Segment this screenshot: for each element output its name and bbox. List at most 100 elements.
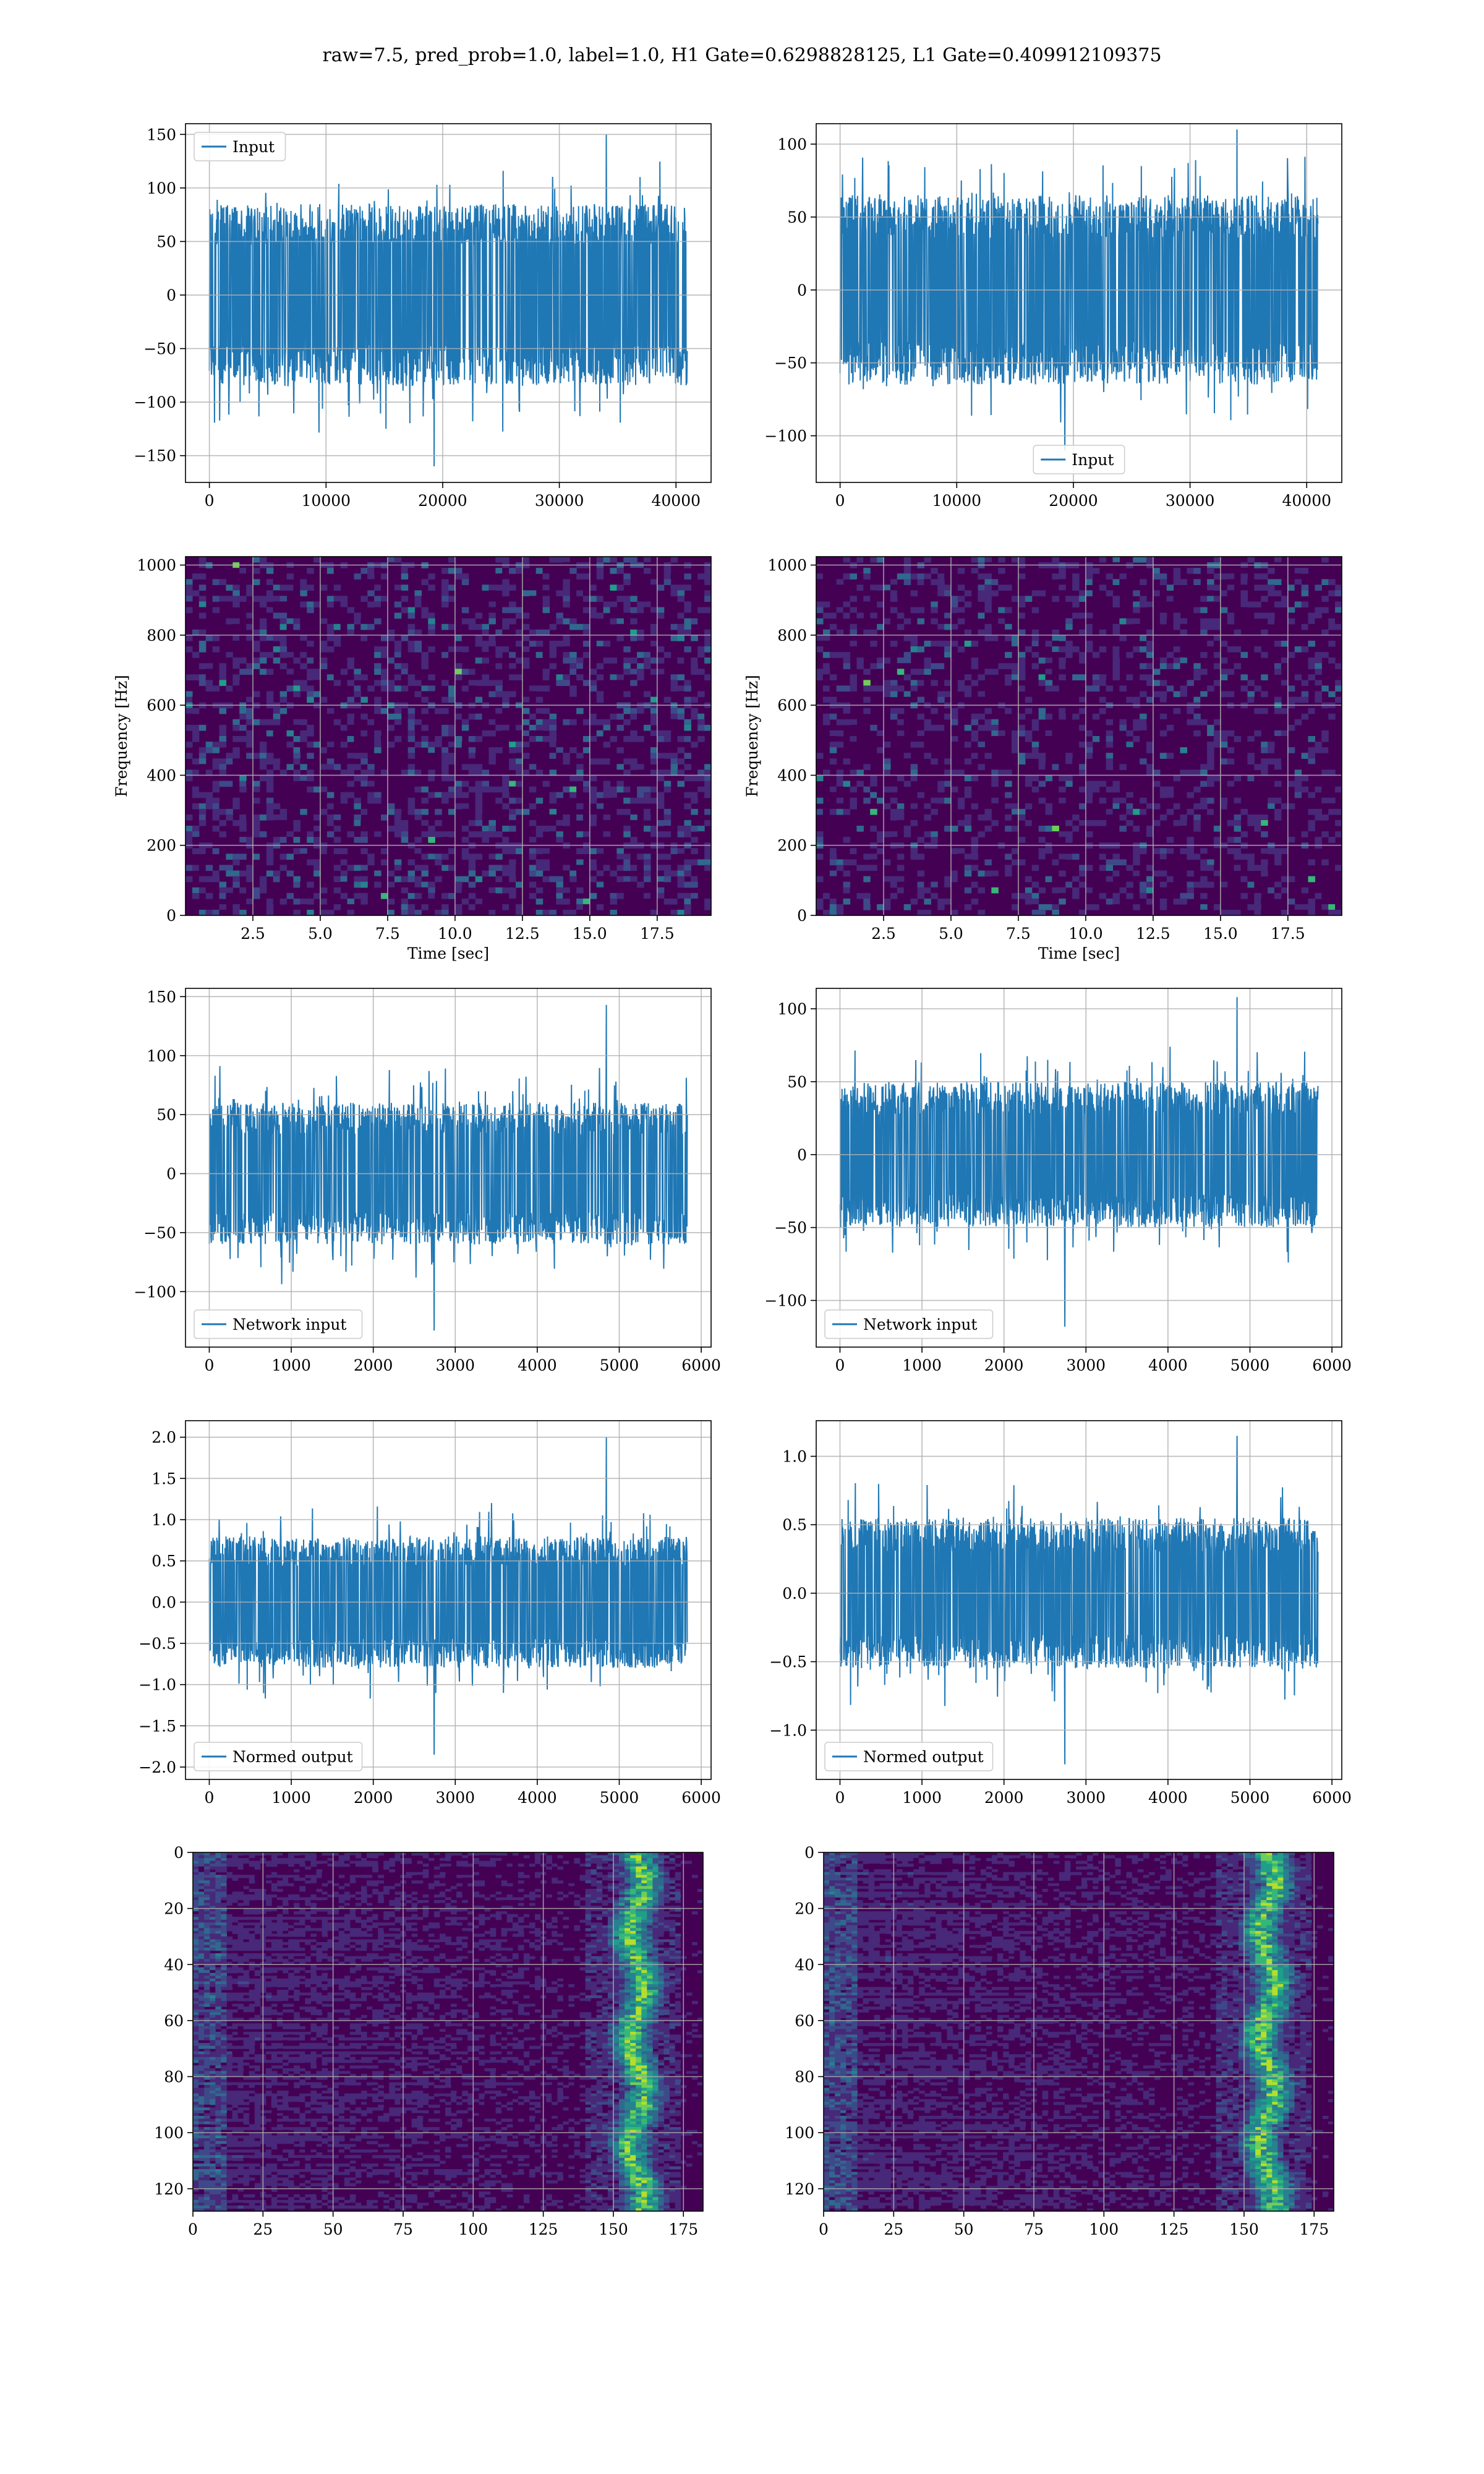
l1_feature_map-xtick-label: 50 <box>954 2220 974 2238</box>
l1_feature_map-plot-area <box>824 1852 1334 2211</box>
h1_network_input-xtick-label: 3000 <box>435 1356 475 1374</box>
l1_normed_output-series-line <box>839 1436 1319 1765</box>
l1_feature_map-ytick-label: 60 <box>795 2012 814 2030</box>
h1_spectrogram-plot-area <box>186 557 711 915</box>
h1_feature_map-xtick-label: 100 <box>458 2220 488 2238</box>
h1_spectrogram-xtick-label: 5.0 <box>308 925 333 943</box>
l1_spectrogram-xtick-label: 15.0 <box>1203 925 1238 943</box>
l1_feature_map-xtick-label: 75 <box>1024 2220 1044 2238</box>
h1_normed_output-ytick-label: 0.0 <box>151 1593 176 1611</box>
l1_input-xtick-label: 20000 <box>1049 492 1098 510</box>
h1_feature_map-xtick-label: 125 <box>529 2220 558 2238</box>
h1_network_input-legend: Network input <box>194 1309 363 1339</box>
h1_network_input-ytick-label: 100 <box>147 1047 176 1065</box>
l1_spectrogram-ytick-label: 200 <box>777 837 807 855</box>
l1_spectrogram-ytick-label: 600 <box>777 696 807 714</box>
l1_spectrogram-axes: 2.5 5.0 7.5 10.0 12.5 15.0 17.5 0 200 400 600 800 10… <box>743 556 1342 962</box>
h1_input-grid <box>186 124 711 482</box>
h1_feature_map-xtick-label: 175 <box>668 2220 698 2238</box>
h1_normed_output-xtick-label: 4000 <box>518 1789 557 1807</box>
h1_input-xtick-label: 40000 <box>651 492 701 510</box>
l1_normed_output-xtick-label: 5000 <box>1230 1789 1270 1807</box>
l1_spectrogram-ytick-label: 400 <box>777 766 807 784</box>
h1_network_input-ytick-label: 150 <box>147 988 176 1006</box>
l1_normed_output-legend-label: Normed output <box>863 1748 984 1766</box>
h1_spectrogram-frame <box>185 556 712 916</box>
h1_network_input-xtick-label: 5000 <box>600 1356 639 1374</box>
h1_spectrogram-xtick-label: 2.5 <box>241 925 265 943</box>
l1_network_input-legend-label: Network input <box>863 1316 977 1333</box>
l1_normed_output-ytick-label: −0.5 <box>769 1653 807 1671</box>
l1_network_input-plot-area <box>839 997 1319 1327</box>
h1_input-xtick-label: 0 <box>205 492 215 510</box>
l1_spectrogram-grid <box>816 557 1342 916</box>
h1_normed_output-xtick-label: 5000 <box>600 1789 639 1807</box>
l1_input-grid <box>816 124 1342 482</box>
h1_normed_output-ytick-label: 0.5 <box>151 1552 176 1570</box>
l1_feature_map-xtick-label: 175 <box>1299 2220 1329 2238</box>
h1_input-xtick-label: 30000 <box>535 492 584 510</box>
l1_input-xtick-label: 40000 <box>1282 492 1331 510</box>
h1_feature_map-ytick-label: 80 <box>164 2068 184 2086</box>
l1_feature_map-axes: 0 25 50 75 100 125 150 175 0 20 40 60 80 100 120 <box>785 1844 1334 2238</box>
h1_feature_map-xtick-label: 150 <box>599 2220 628 2238</box>
h1_input-series-line <box>208 134 688 467</box>
h1_normed_output-ytick-label: −0.5 <box>139 1635 176 1653</box>
h1_network_input-xtick-label: 6000 <box>681 1356 721 1374</box>
h1_feature_map-xtick-label: 75 <box>393 2220 413 2238</box>
l1_input-axes: 0 10000 20000 30000 40000 −100 −50 0 50 100 Input <box>764 123 1342 510</box>
h1_input-xtick-label: 20000 <box>418 492 467 510</box>
h1_input-legend-label: Input <box>232 138 275 156</box>
h1_network_input-xtick-label: 4000 <box>518 1356 557 1374</box>
h1_normed_output-xtick-label: 6000 <box>681 1789 721 1807</box>
h1_spectrogram-xtick-label: 17.5 <box>640 925 675 943</box>
l1_feature_map-xtick-label: 0 <box>819 2220 829 2238</box>
l1_normed_output-axes: 0 1000 2000 3000 4000 5000 6000 −1.0 −0.5 0.0 0.5 1… <box>769 1420 1352 1807</box>
h1_input-xtick-label: 10000 <box>302 492 351 510</box>
h1_network_input-grid <box>186 988 711 1347</box>
h1_spectrogram-xlabel: Time [sec] <box>407 944 489 962</box>
l1_spectrogram-xtick-label: 7.5 <box>1006 925 1031 943</box>
h1_spectrogram-ytick-label: 800 <box>147 627 176 644</box>
l1_feature_map-ytick-label: 20 <box>795 1900 814 1918</box>
h1_normed_output-ytick-label: 2.0 <box>151 1429 176 1447</box>
l1_network_input-axes: 0 1000 2000 3000 4000 5000 6000 −100 −50 0 50 100 Ne… <box>764 988 1352 1374</box>
l1_input-xtick-label: 30000 <box>1166 492 1215 510</box>
h1_spectrogram-ytick-label: 400 <box>147 766 176 784</box>
l1_input-ytick-label: 50 <box>787 208 807 226</box>
h1_network_input-ytick-label: −100 <box>134 1283 176 1301</box>
l1_network_input-legend: Network input <box>824 1309 994 1339</box>
h1_spectrogram-axes: 2.5 5.0 7.5 10.0 12.5 15.0 17.5 0 200 400 600 800 10… <box>113 556 712 962</box>
h1_network_input-frame <box>185 988 712 1348</box>
h1_normed_output-xtick-label: 2000 <box>354 1789 393 1807</box>
h1_normed_output-ytick-label: −1.0 <box>139 1676 176 1694</box>
l1_feature_map-xtick-label: 150 <box>1229 2220 1259 2238</box>
h1_input-frame <box>185 123 712 483</box>
l1_normed_output-ytick-label: 1.0 <box>782 1448 807 1466</box>
l1_spectrogram-xtick-label: 5.0 <box>939 925 963 943</box>
l1_network_input-xtick-label: 3000 <box>1066 1356 1106 1374</box>
l1_feature_map-ytick-label: 0 <box>804 1844 814 1862</box>
l1_feature_map-ytick-label: 40 <box>795 1956 814 1974</box>
h1_input-axes: 0 10000 20000 30000 40000 −150 −100 −50 0 50 100 15… <box>134 123 712 510</box>
h1_normed_output-ytick-label: 1.0 <box>151 1511 176 1529</box>
l1_spectrogram-xtick-label: 10.0 <box>1068 925 1103 943</box>
l1_input-xtick-label: 0 <box>835 492 845 510</box>
l1_input-legend: Input <box>1033 445 1125 474</box>
l1_feature_map-frame <box>823 1852 1334 2212</box>
h1_input-legend: Input <box>194 132 286 161</box>
l1_network_input-xtick-label: 4000 <box>1148 1356 1188 1374</box>
h1_network_input-xtick-label: 1000 <box>271 1356 311 1374</box>
h1_normed_output-legend-label: Normed output <box>232 1748 353 1766</box>
h1_normed_output-ytick-label: 1.5 <box>151 1470 176 1487</box>
l1_feature_map-ytick-label: 80 <box>795 2068 814 2086</box>
h1_network_input-ytick-label: 0 <box>166 1165 176 1183</box>
l1_input-xtick-label: 10000 <box>932 492 982 510</box>
l1_network_input-ytick-label: 0 <box>797 1146 807 1164</box>
h1_normed_output-legend: Normed output <box>194 1742 363 1771</box>
l1_network_input-ytick-label: −100 <box>764 1292 807 1310</box>
h1_normed_output-plot-area <box>208 1437 688 1755</box>
l1_spectrogram-ytick-label: 1000 <box>767 557 807 575</box>
l1_normed_output-plot-area <box>839 1436 1319 1765</box>
l1_feature_map-xtick-label: 125 <box>1159 2220 1189 2238</box>
